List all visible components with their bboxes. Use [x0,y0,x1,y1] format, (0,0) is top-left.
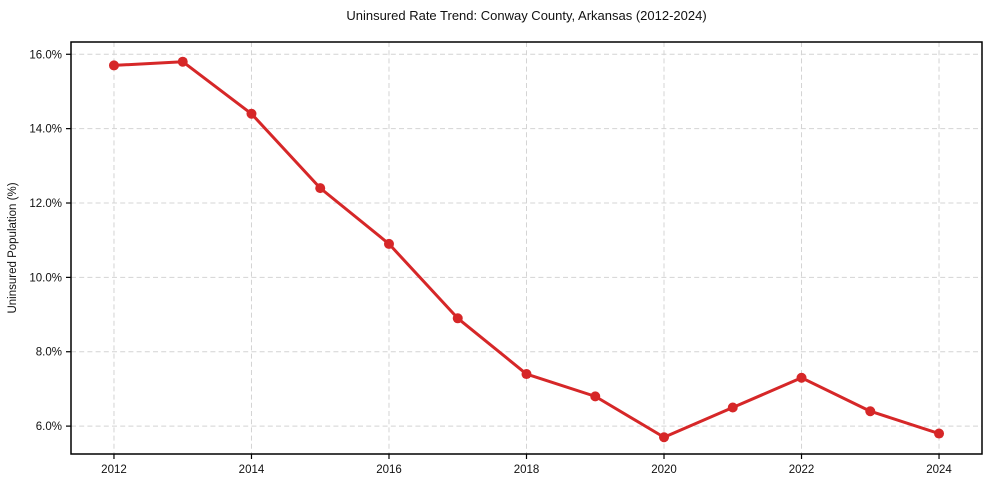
y-tick-label: 10.0% [29,272,62,284]
data-point [659,432,670,443]
x-tick-label: 2022 [789,464,815,476]
data-point [108,60,119,71]
y-tick-label: 14.0% [29,124,62,136]
x-tick-label: 2016 [376,464,402,476]
data-point [246,108,257,119]
data-point [934,428,945,439]
y-tick-label: 8.0% [36,347,62,359]
data-point [796,372,807,383]
x-tick-label: 2014 [239,464,265,476]
y-tick-label: 6.0% [36,421,62,433]
data-point [865,406,876,417]
data-point [521,369,532,380]
data-point [590,391,601,402]
x-tick-label: 2012 [101,464,127,476]
x-tick-label: 2024 [926,464,952,476]
y-tick-label: 16.0% [29,49,62,61]
data-point [452,313,463,324]
data-point [383,238,394,249]
x-tick-label: 2018 [514,464,540,476]
x-tick-label: 2020 [651,464,677,476]
y-tick-label: 12.0% [29,198,62,210]
data-point [727,402,738,413]
data-point [177,56,188,67]
data-point [315,183,326,194]
chart-title: Uninsured Rate Trend: Conway County, Ark… [346,8,707,23]
